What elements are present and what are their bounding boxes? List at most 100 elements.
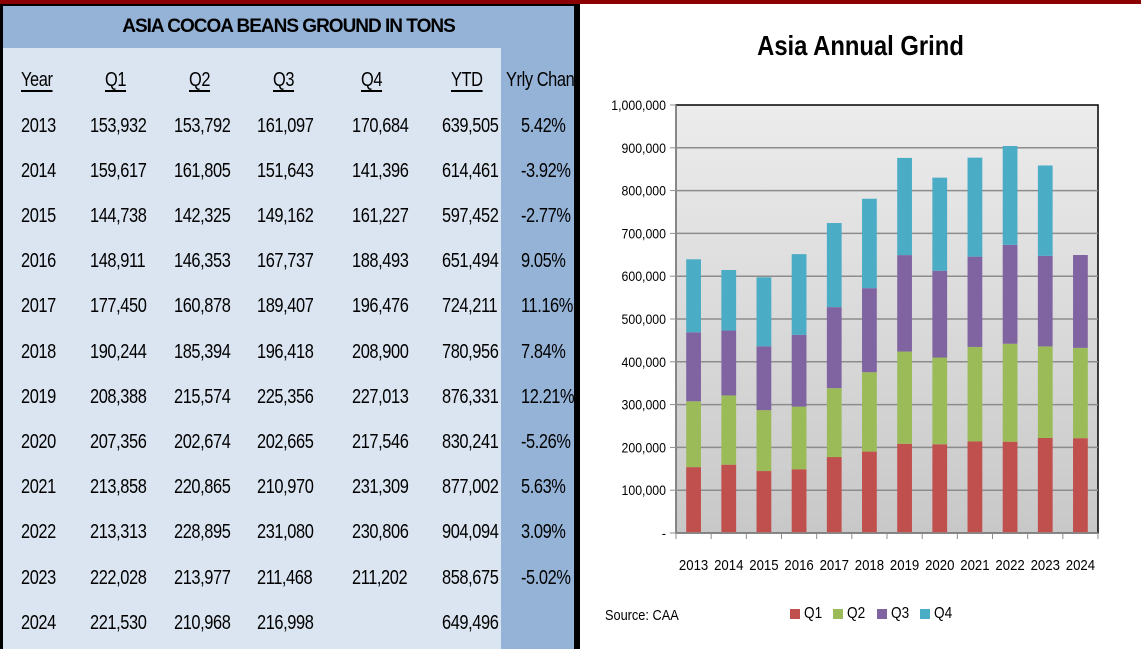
cell-q4: 196,476 bbox=[352, 295, 409, 318]
cell-q3: 211,468 bbox=[257, 566, 313, 589]
cell-year: 2013 bbox=[21, 114, 56, 137]
cell-q1: 190,244 bbox=[90, 340, 147, 363]
cell-q4: 230,806 bbox=[352, 521, 409, 544]
table-row: 2015 144,738 142,325 149,162 161,227 597,452-… bbox=[3, 194, 574, 238]
header-ytd: YTD bbox=[451, 68, 483, 91]
cell-q1: 148,911 bbox=[90, 250, 146, 273]
table-row: 2016 148,911 146,353 167,737 188,493 651,494 9… bbox=[3, 240, 574, 284]
table-row: 2013 153,932 153,792 161,097 170,684 639,505 5… bbox=[3, 104, 574, 148]
bar-q3-2024 bbox=[1073, 255, 1088, 348]
bar-q3-2013 bbox=[686, 332, 701, 402]
cell-q1: 208,388 bbox=[90, 385, 147, 408]
cell-change: -5.26% bbox=[521, 430, 571, 453]
cell-q3: 196,418 bbox=[257, 340, 314, 363]
cell-q1: 222,028 bbox=[90, 566, 147, 589]
bar-q4-2016 bbox=[791, 254, 807, 335]
cell-ytd: 597,452 bbox=[442, 204, 499, 227]
cell-q3: 161,097 bbox=[257, 114, 314, 137]
cell-change: 11.16% bbox=[521, 295, 573, 318]
bar-q4-2019 bbox=[897, 157, 912, 256]
header-q1: Q1 bbox=[105, 68, 127, 91]
bar-q3-2022 bbox=[1002, 244, 1018, 344]
cell-ytd: 876,331 bbox=[442, 385, 499, 408]
x-tick-label: 2015 bbox=[749, 556, 778, 573]
cell-q2: 220,865 bbox=[174, 476, 231, 499]
bar-q2-2023 bbox=[1037, 346, 1053, 438]
legend-swatch bbox=[876, 609, 887, 619]
cell-q2: 146,353 bbox=[174, 250, 231, 273]
source-note: Source: CAA bbox=[605, 607, 679, 624]
bar-q2-2016 bbox=[791, 406, 807, 470]
yearly-change-column-bg bbox=[501, 48, 574, 649]
bar-q4-2015 bbox=[756, 277, 772, 347]
bar-q3-2021 bbox=[967, 256, 983, 347]
cell-change: -3.92% bbox=[521, 159, 571, 182]
bar-q2-2022 bbox=[1002, 343, 1018, 442]
bar-q2-2019 bbox=[897, 351, 912, 444]
table-row: 2021 213,858 220,865 210,970 231,309 877,002 5… bbox=[3, 466, 574, 510]
table-row: 2023 222,028 213,977 211,468 211,202 858,675-… bbox=[3, 556, 574, 600]
bar-q2-2018 bbox=[862, 372, 877, 452]
header-q4: Q4 bbox=[361, 68, 383, 91]
cell-q1: 153,932 bbox=[90, 114, 147, 137]
table-row: 2018 190,244 185,394 196,418 208,900 780,956 7… bbox=[3, 330, 574, 374]
cell-q3: 151,643 bbox=[257, 159, 314, 182]
cell-q2: 161,805 bbox=[174, 159, 231, 182]
cell-ytd: 614,461 bbox=[442, 159, 499, 182]
bar-q4-2018 bbox=[862, 198, 877, 289]
cell-q1: 207,356 bbox=[90, 430, 147, 453]
x-tick-label: 2017 bbox=[820, 556, 849, 573]
cell-year: 2017 bbox=[21, 295, 56, 318]
table-row: 2024 221,530 210,968 216,998 649,496 bbox=[3, 601, 574, 645]
bar-q1-2018 bbox=[862, 451, 877, 533]
cell-q4: 211,202 bbox=[352, 566, 408, 589]
y-tick-label: 1,000,000 bbox=[611, 97, 666, 113]
bar-q4-2013 bbox=[686, 259, 701, 333]
cell-q4: 227,013 bbox=[352, 385, 409, 408]
cell-year: 2024 bbox=[21, 611, 56, 634]
cell-ytd: 904,094 bbox=[442, 521, 499, 544]
stacked-bar-chart: - 100,000 200,000 300,000 400,000 500,000 600,… bbox=[611, 97, 1099, 573]
legend-item-q3: Q3 bbox=[876, 605, 912, 623]
y-tick-label: 200,000 bbox=[622, 440, 666, 456]
bar-q2-2015 bbox=[756, 410, 772, 472]
cell-q4: 208,900 bbox=[352, 340, 409, 363]
bar-q2-2013 bbox=[686, 401, 701, 468]
cell-year: 2023 bbox=[21, 566, 56, 589]
cell-q3: 231,080 bbox=[257, 521, 314, 544]
cell-q2: 228,895 bbox=[174, 521, 231, 544]
cell-q4: 217,546 bbox=[352, 430, 409, 453]
cell-year: 2014 bbox=[21, 159, 56, 182]
bar-q3-2017 bbox=[826, 307, 842, 389]
cell-q3: 149,162 bbox=[257, 204, 314, 227]
cell-q2: 213,977 bbox=[174, 566, 231, 589]
header-year: Year bbox=[21, 68, 53, 91]
cell-q4: 161,227 bbox=[352, 204, 409, 227]
cell-q1: 213,313 bbox=[90, 521, 147, 544]
legend-swatch bbox=[833, 609, 844, 619]
bar-q1-2019 bbox=[897, 443, 912, 533]
cell-year: 2021 bbox=[21, 476, 56, 499]
y-tick-label: - bbox=[662, 525, 666, 541]
bar-q4-2017 bbox=[826, 223, 842, 308]
cell-q1: 177,450 bbox=[90, 295, 147, 318]
cell-change: 3.09% bbox=[521, 521, 566, 544]
x-tick-label: 2024 bbox=[1066, 556, 1095, 573]
bar-q3-2019 bbox=[897, 255, 912, 352]
cell-ytd: 649,496 bbox=[442, 611, 499, 634]
bar-q2-2021 bbox=[967, 346, 983, 442]
y-tick-label: 100,000 bbox=[622, 482, 666, 498]
cell-year: 2022 bbox=[21, 521, 56, 544]
data-table-panel: ASIA COCOA BEANS GROUND IN TONS Year Q1 … bbox=[0, 4, 592, 649]
x-tick-label: 2021 bbox=[960, 556, 989, 573]
cell-q1: 159,617 bbox=[90, 159, 147, 182]
bar-q3-2018 bbox=[862, 288, 877, 373]
x-tick-label: 2018 bbox=[855, 556, 884, 573]
cell-year: 2020 bbox=[21, 430, 56, 453]
top-border bbox=[0, 0, 1141, 4]
bar-q1-2014 bbox=[721, 464, 737, 533]
bar-q2-2020 bbox=[932, 357, 948, 445]
cell-q2: 202,674 bbox=[174, 430, 231, 453]
chart-title: Asia Annual Grind bbox=[757, 30, 964, 61]
cell-q1: 213,858 bbox=[90, 476, 147, 499]
